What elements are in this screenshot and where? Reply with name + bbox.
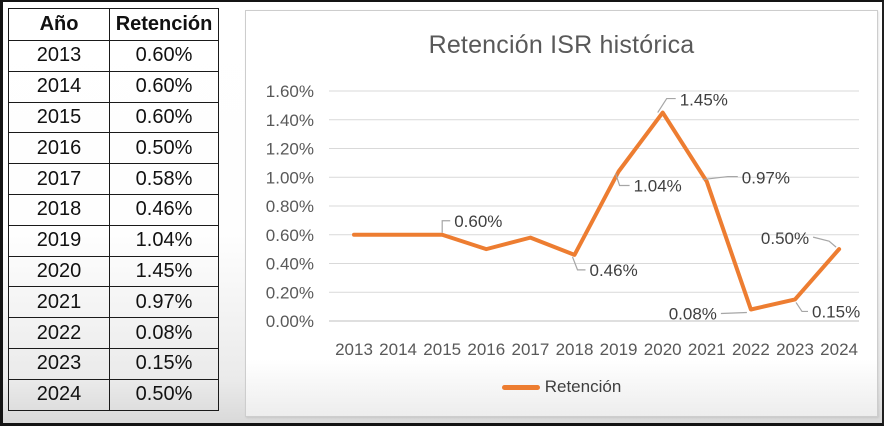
data-label: 0.08%	[669, 305, 717, 324]
x-tick-label: 2020	[644, 340, 682, 359]
year-cell: 2014	[7, 70, 111, 103]
data-label: 1.04%	[634, 177, 682, 196]
retention-cell: 0.60%	[109, 101, 219, 134]
data-label-leader	[657, 97, 676, 113]
data-label-leader	[615, 173, 630, 187]
x-tick-label: 2015	[423, 340, 461, 359]
x-tick-label: 2016	[467, 340, 505, 359]
table-row: 2023 0.15%	[7, 347, 219, 380]
x-tick-label: 2022	[732, 340, 770, 359]
data-label: 0.97%	[742, 169, 790, 188]
data-label: 0.15%	[812, 302, 860, 321]
y-tick-label: 0.20%	[266, 283, 314, 302]
table-row: 2017 0.58%	[7, 163, 219, 195]
data-label-leader	[812, 236, 837, 248]
retention-cell: 0.46%	[109, 193, 219, 226]
data-label-leader	[571, 256, 586, 271]
year-cell: 2021	[7, 286, 111, 319]
table-row: 2013 0.60%	[7, 40, 219, 72]
year-cell: 2015	[7, 101, 111, 134]
data-label-leader	[441, 220, 451, 233]
y-tick-label: 1.00%	[266, 168, 314, 187]
table-header-row: Año Retención	[7, 8, 219, 41]
retention-cell: 0.08%	[109, 317, 219, 349]
table-row: 2014 0.60%	[7, 70, 219, 103]
y-tick-label: 1.40%	[266, 111, 314, 130]
table-row: 2018 0.46%	[7, 193, 219, 226]
year-column-header: Año	[7, 8, 111, 41]
x-tick-label: 2024	[820, 340, 858, 359]
retention-cell: 0.58%	[109, 163, 219, 195]
table-row: 2021 0.97%	[7, 286, 219, 319]
year-cell: 2020	[7, 255, 111, 288]
x-tick-label: 2017	[511, 340, 549, 359]
chart-title: Retención ISR histórica	[428, 31, 695, 59]
retention-cell: 0.60%	[109, 70, 219, 103]
y-tick-label: 1.60%	[266, 82, 314, 101]
table-row: 2022 0.08%	[7, 317, 219, 349]
data-label: 0.60%	[454, 212, 502, 231]
year-cell: 2017	[7, 163, 111, 195]
data-label: 0.46%	[590, 261, 638, 280]
y-tick-label: 1.20%	[266, 140, 314, 159]
x-tick-label: 2023	[776, 340, 814, 359]
retention-cell: 1.45%	[109, 255, 219, 288]
chart-plot-area: 1.60% 1.40% 1.20% 1.00% 0.80% 0.60% 0.40% 0.20%…	[266, 82, 860, 359]
retention-cell: 1.04%	[109, 224, 219, 257]
year-cell: 2013	[7, 40, 111, 72]
year-cell: 2019	[7, 224, 111, 257]
retention-cell: 0.15%	[109, 347, 219, 380]
y-tick-label: 0.00%	[266, 312, 314, 331]
retention-cell: 0.50%	[109, 132, 219, 165]
gridlines	[329, 90, 859, 322]
x-tick-label: 2014	[379, 340, 417, 359]
y-tick-label: 0.80%	[266, 197, 314, 216]
y-tick-label: 0.40%	[266, 255, 314, 274]
data-label: 0.50%	[761, 229, 809, 248]
legend-series-label: Retención	[544, 377, 622, 396]
x-tick-label: 2021	[688, 340, 726, 359]
x-tick-label: 2018	[556, 340, 594, 359]
x-tick-label: 2013	[335, 340, 373, 359]
retention-line-chart: Retención ISR histórica 1.60% 1.40% 1.20% 1…	[245, 10, 878, 417]
data-label-leader	[795, 302, 808, 313]
table-row: 2020 1.45%	[7, 255, 219, 288]
retention-cell: 0.97%	[109, 286, 219, 319]
table-row: 2015 0.60%	[7, 101, 219, 134]
legend-line-marker-icon	[501, 384, 540, 390]
retention-column-header: Retención	[109, 8, 219, 41]
year-cell: 2024	[7, 378, 111, 411]
year-cell: 2018	[7, 193, 111, 226]
table-row: 2016 0.50%	[7, 132, 219, 165]
data-label-leader	[702, 175, 738, 181]
retention-cell: 0.60%	[109, 40, 219, 72]
x-tick-label: 2019	[600, 340, 638, 359]
year-cell: 2016	[7, 132, 111, 165]
year-cell: 2022	[7, 317, 111, 349]
year-cell: 2023	[7, 347, 111, 380]
retention-table: Año Retención 2013 0.60% 2014 0.60% 2015 0.60…	[7, 8, 219, 411]
chart-legend: Retención	[246, 377, 877, 397]
table-row: 2024 0.50%	[7, 378, 219, 411]
series-line-retencion	[352, 110, 842, 312]
data-label: 1.45%	[680, 91, 728, 110]
retention-cell: 0.50%	[109, 378, 219, 411]
table-row: 2019 1.04%	[7, 224, 219, 257]
y-tick-label: 0.60%	[266, 226, 314, 245]
data-label-leader	[720, 311, 747, 315]
